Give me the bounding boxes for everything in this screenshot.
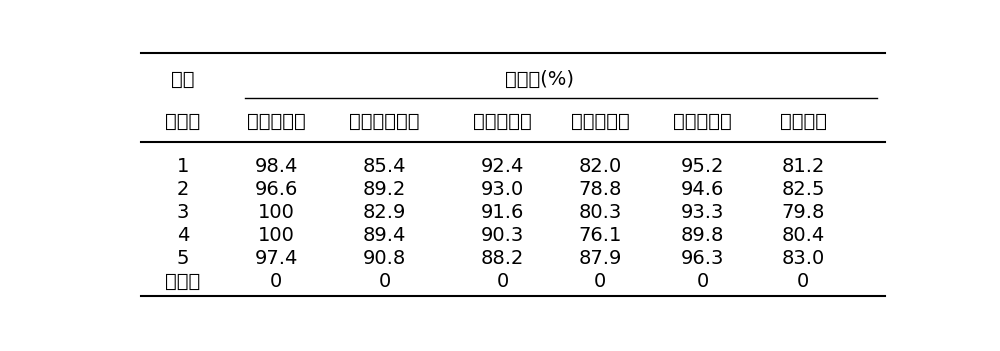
Text: 90.8: 90.8 bbox=[363, 249, 406, 268]
Text: 5: 5 bbox=[177, 249, 189, 268]
Text: 100: 100 bbox=[258, 203, 295, 222]
Text: 100: 100 bbox=[258, 226, 295, 245]
Text: 4: 4 bbox=[177, 226, 189, 245]
Text: 组合物: 组合物 bbox=[166, 112, 201, 131]
Text: 2: 2 bbox=[177, 180, 189, 199]
Text: 85.4: 85.4 bbox=[363, 157, 406, 176]
Text: 82.5: 82.5 bbox=[781, 180, 825, 199]
Text: 悬钩子沙雷菌: 悬钩子沙雷菌 bbox=[349, 112, 420, 131]
Text: 80.3: 80.3 bbox=[578, 203, 622, 222]
Text: 89.4: 89.4 bbox=[363, 226, 406, 245]
Text: 88.2: 88.2 bbox=[481, 249, 524, 268]
Text: 丛赤壳菌: 丛赤壳菌 bbox=[780, 112, 827, 131]
Text: 83.0: 83.0 bbox=[782, 249, 825, 268]
Text: 81.2: 81.2 bbox=[781, 157, 825, 176]
Text: 76.1: 76.1 bbox=[578, 226, 622, 245]
Text: 对照组: 对照组 bbox=[166, 272, 201, 291]
Text: 96.3: 96.3 bbox=[681, 249, 724, 268]
Text: 91.6: 91.6 bbox=[481, 203, 524, 222]
Text: 1: 1 bbox=[177, 157, 189, 176]
Text: 89.2: 89.2 bbox=[363, 180, 406, 199]
Text: 尖孢镰刀菌: 尖孢镰刀菌 bbox=[571, 112, 629, 131]
Text: 0: 0 bbox=[797, 272, 809, 291]
Text: 90.3: 90.3 bbox=[481, 226, 524, 245]
Text: 82.9: 82.9 bbox=[363, 203, 406, 222]
Text: 粘质沙雷菌: 粘质沙雷菌 bbox=[247, 112, 306, 131]
Text: 79.8: 79.8 bbox=[781, 203, 825, 222]
Text: 农药: 农药 bbox=[171, 70, 195, 89]
Text: 0: 0 bbox=[378, 272, 391, 291]
Text: 78.8: 78.8 bbox=[578, 180, 622, 199]
Text: 93.0: 93.0 bbox=[481, 180, 524, 199]
Text: 杓兰欧文菌: 杓兰欧文菌 bbox=[473, 112, 532, 131]
Text: 96.6: 96.6 bbox=[254, 180, 298, 199]
Text: 95.2: 95.2 bbox=[681, 157, 724, 176]
Text: 89.8: 89.8 bbox=[681, 226, 724, 245]
Text: 94.6: 94.6 bbox=[681, 180, 724, 199]
Text: 92.4: 92.4 bbox=[481, 157, 524, 176]
Text: 0: 0 bbox=[594, 272, 606, 291]
Text: 87.9: 87.9 bbox=[578, 249, 622, 268]
Text: 木霉属真菌: 木霉属真菌 bbox=[673, 112, 732, 131]
Text: 98.4: 98.4 bbox=[254, 157, 298, 176]
Text: 0: 0 bbox=[696, 272, 708, 291]
Text: 抑菌率(%): 抑菌率(%) bbox=[505, 70, 574, 89]
Text: 97.4: 97.4 bbox=[254, 249, 298, 268]
Text: 3: 3 bbox=[177, 203, 189, 222]
Text: 82.0: 82.0 bbox=[578, 157, 622, 176]
Text: 80.4: 80.4 bbox=[782, 226, 825, 245]
Text: 0: 0 bbox=[270, 272, 282, 291]
Text: 93.3: 93.3 bbox=[681, 203, 724, 222]
Text: 0: 0 bbox=[496, 272, 509, 291]
